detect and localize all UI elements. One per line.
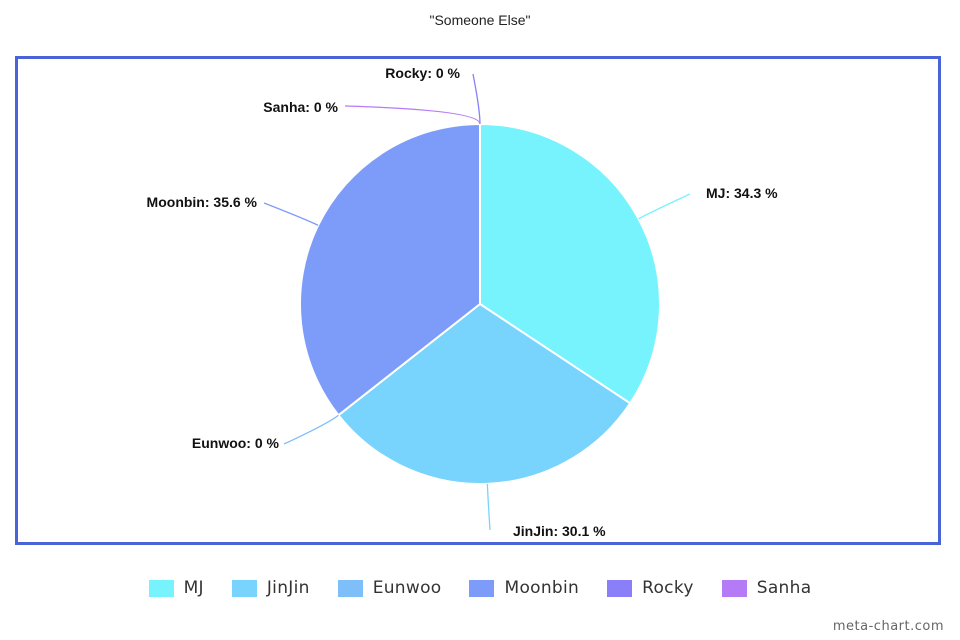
legend-item-jinjin[interactable]: JinJin xyxy=(231,578,310,598)
data-label-sanha: Sanha: 0 % xyxy=(263,99,338,115)
legend-label: JinJin xyxy=(266,578,310,598)
legend-label: MJ xyxy=(183,578,204,598)
leader-line-mj xyxy=(638,193,691,220)
watermark: meta-chart.com xyxy=(832,619,944,634)
legend-label: Eunwoo xyxy=(372,578,442,598)
legend-label: Moonbin xyxy=(504,578,580,598)
legend-item-moonbin[interactable]: Moonbin xyxy=(469,578,579,598)
data-label-jinjin: JinJin: 30.1 % xyxy=(513,523,606,539)
leader-line-rocky xyxy=(472,73,481,125)
leader-line-moonbin xyxy=(263,202,319,226)
data-label-eunwoo: Eunwoo: 0 % xyxy=(192,435,280,451)
legend: MJ JinJin Eunwoo Moonbin Rocky Sanha xyxy=(0,578,960,598)
pie-slice-moonbin xyxy=(299,122,481,417)
legend-item-sanha[interactable]: Sanha xyxy=(721,578,812,598)
legend-label: Rocky xyxy=(642,578,694,598)
legend-swatch xyxy=(721,579,747,597)
legend-swatch xyxy=(337,579,363,597)
plot-frame xyxy=(15,56,941,545)
leader-line-eunwoo xyxy=(283,414,339,445)
pie-slice-jinjin xyxy=(337,302,632,485)
legend-label: Sanha xyxy=(756,578,812,598)
legend-swatch xyxy=(607,579,633,597)
leader-line-sanha xyxy=(344,105,481,125)
chart-title: "Someone Else" xyxy=(429,12,531,28)
data-label-mj: MJ: 34.3 % xyxy=(706,185,778,201)
legend-swatch xyxy=(469,579,495,597)
legend-item-rocky[interactable]: Rocky xyxy=(607,578,694,598)
data-label-rocky: Rocky: 0 % xyxy=(385,65,460,81)
data-label-moonbin: Moonbin: 35.6 % xyxy=(147,194,258,210)
legend-swatch xyxy=(148,579,174,597)
legend-item-eunwoo[interactable]: Eunwoo xyxy=(337,578,442,598)
leader-line-jinjin xyxy=(486,483,491,531)
legend-swatch xyxy=(231,579,257,597)
legend-item-mj[interactable]: MJ xyxy=(148,578,204,598)
